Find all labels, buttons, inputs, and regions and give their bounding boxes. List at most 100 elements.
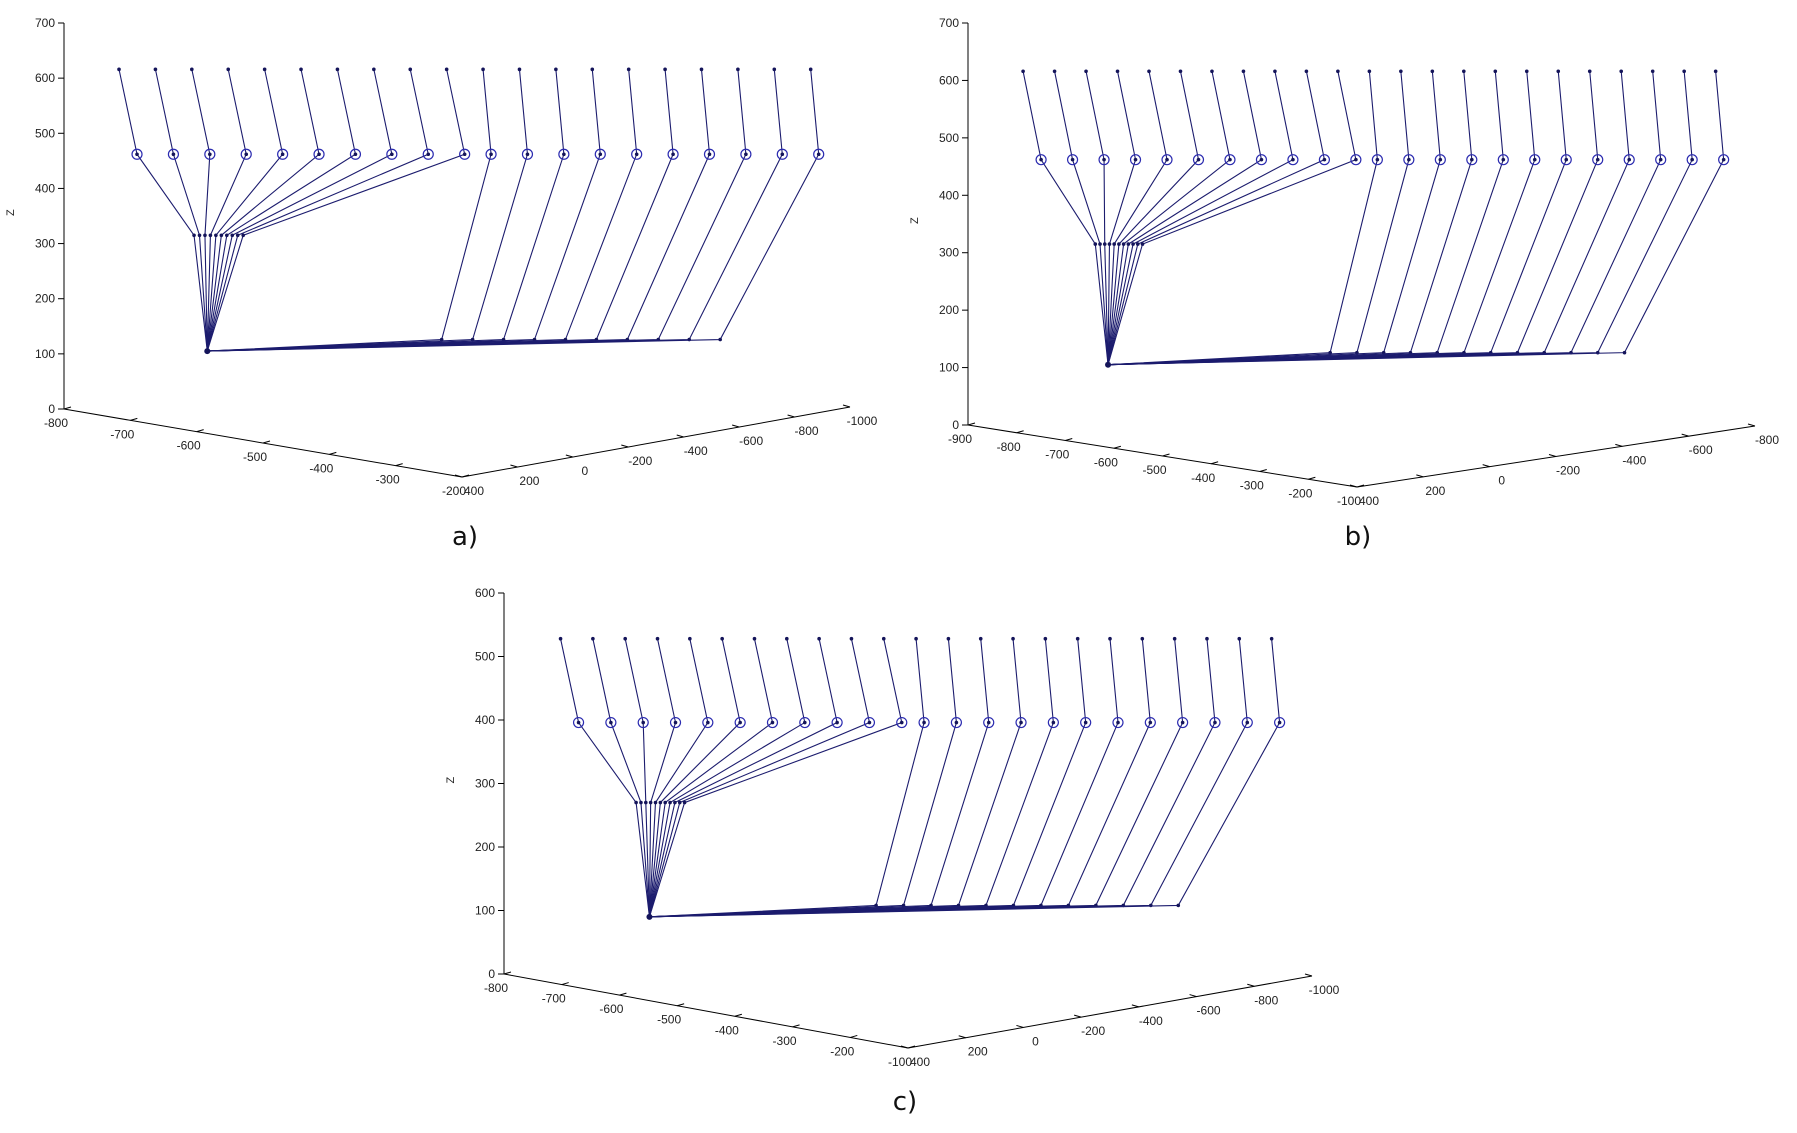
z-tick-label: 100 bbox=[939, 361, 959, 375]
joint-dot bbox=[1115, 69, 1120, 74]
knee-marker bbox=[594, 148, 606, 160]
joint-dot bbox=[1098, 242, 1102, 246]
z-tick-label: 400 bbox=[475, 713, 495, 727]
x-tick-label: -300 bbox=[773, 1034, 797, 1048]
joint-dot bbox=[1108, 636, 1112, 641]
joint-dot bbox=[639, 800, 643, 805]
x-tick bbox=[130, 417, 138, 421]
joint-dot bbox=[1273, 69, 1277, 74]
skeleton-chain bbox=[207, 69, 674, 352]
joint-dot bbox=[462, 152, 467, 157]
skeleton-chain bbox=[207, 69, 492, 352]
y-tick bbox=[1304, 973, 1313, 977]
x-tick-label: -300 bbox=[1240, 479, 1264, 493]
joint-dot bbox=[1438, 157, 1443, 162]
z-tick-label: 0 bbox=[952, 418, 959, 432]
joint-dot bbox=[1135, 242, 1140, 246]
joint-dot bbox=[1336, 69, 1340, 74]
joint-dot bbox=[219, 233, 224, 238]
knee-marker bbox=[167, 148, 180, 160]
knee-marker bbox=[459, 148, 471, 160]
y-tick-label: 0 bbox=[1498, 474, 1505, 488]
joint-dot bbox=[554, 67, 558, 72]
joint-dot bbox=[1259, 157, 1264, 162]
joint-dot bbox=[1430, 69, 1435, 74]
knee-marker bbox=[863, 716, 876, 729]
y-axis-line bbox=[907, 975, 1313, 1049]
y-tick-label: -1000 bbox=[847, 414, 878, 428]
y-tick bbox=[510, 464, 518, 468]
y-tick bbox=[1349, 484, 1358, 488]
knee-marker bbox=[386, 148, 398, 160]
joint-dot bbox=[816, 152, 821, 157]
joint-dot bbox=[1721, 157, 1726, 162]
y-axis-line bbox=[461, 406, 851, 478]
joint-dot bbox=[634, 152, 639, 157]
x-tick-label: -500 bbox=[657, 1013, 681, 1027]
x-tick-label: -300 bbox=[376, 473, 400, 487]
y-tick-label: 0 bbox=[1032, 1034, 1039, 1048]
knee-marker bbox=[1560, 154, 1572, 166]
skeleton-chain bbox=[1107, 71, 1231, 365]
joint-dot bbox=[1269, 636, 1274, 641]
joint-dot bbox=[299, 67, 303, 72]
joint-dot bbox=[558, 636, 563, 641]
skeleton-chain bbox=[207, 69, 783, 352]
skeleton-chain bbox=[648, 638, 677, 917]
joint-dot bbox=[1147, 69, 1151, 74]
x-tick bbox=[1210, 461, 1219, 465]
knee-marker bbox=[1592, 154, 1604, 166]
x-tick bbox=[792, 1024, 800, 1028]
joint-dot bbox=[203, 233, 207, 238]
joint-dot bbox=[525, 152, 530, 157]
joint-dot bbox=[591, 636, 595, 641]
joint-dot bbox=[808, 67, 813, 72]
y-tick-label: 400 bbox=[910, 1055, 930, 1069]
skeleton-chain bbox=[1107, 71, 1263, 365]
x-tick-label: -200 bbox=[1288, 486, 1312, 500]
z-tick-label: 300 bbox=[35, 237, 55, 251]
x-tick-label: -500 bbox=[243, 450, 267, 464]
x-tick-label: -600 bbox=[177, 439, 201, 453]
joint-dot bbox=[390, 152, 394, 157]
joint-dot bbox=[1051, 720, 1056, 725]
joint-dot bbox=[426, 152, 431, 157]
joint-dot bbox=[1682, 69, 1686, 74]
joint-dot bbox=[1070, 157, 1075, 162]
joint-dot bbox=[1205, 636, 1209, 641]
x-tick-label: -200 bbox=[830, 1044, 854, 1058]
joint-dot bbox=[1622, 350, 1627, 355]
z-tick-label: 700 bbox=[35, 16, 55, 30]
joint-dot bbox=[626, 67, 631, 72]
joint-dot bbox=[1019, 720, 1023, 725]
y-tick-label: 200 bbox=[1425, 484, 1445, 498]
skeleton-chain bbox=[1107, 71, 1200, 365]
joint-dot bbox=[978, 636, 983, 641]
knee-marker bbox=[422, 148, 434, 160]
joint-dot bbox=[1075, 636, 1080, 641]
skeleton-chain bbox=[560, 638, 650, 917]
joint-dot bbox=[1140, 242, 1145, 246]
joint-dot bbox=[899, 720, 904, 725]
joint-dot bbox=[699, 67, 704, 72]
y-tick bbox=[454, 474, 463, 478]
joint-dot bbox=[658, 800, 663, 805]
knee-marker bbox=[983, 716, 995, 729]
knee-marker bbox=[1098, 154, 1110, 166]
y-tick bbox=[1548, 454, 1557, 457]
y-tick-label: -400 bbox=[684, 444, 708, 458]
skeleton-chain bbox=[206, 69, 284, 352]
joint-dot bbox=[803, 720, 807, 725]
joint-dot bbox=[1304, 69, 1309, 74]
x-tick-label: -700 bbox=[542, 992, 566, 1006]
joint-dot bbox=[673, 720, 678, 725]
knee-marker bbox=[1192, 154, 1205, 166]
skeleton-chain bbox=[207, 69, 638, 352]
joint-dot bbox=[736, 67, 740, 72]
skeleton-chain bbox=[1022, 71, 1109, 365]
joint-dot bbox=[335, 67, 340, 72]
y-tick bbox=[958, 1035, 966, 1039]
z-tick-label: 400 bbox=[35, 181, 55, 195]
joint-dot bbox=[1052, 69, 1057, 74]
